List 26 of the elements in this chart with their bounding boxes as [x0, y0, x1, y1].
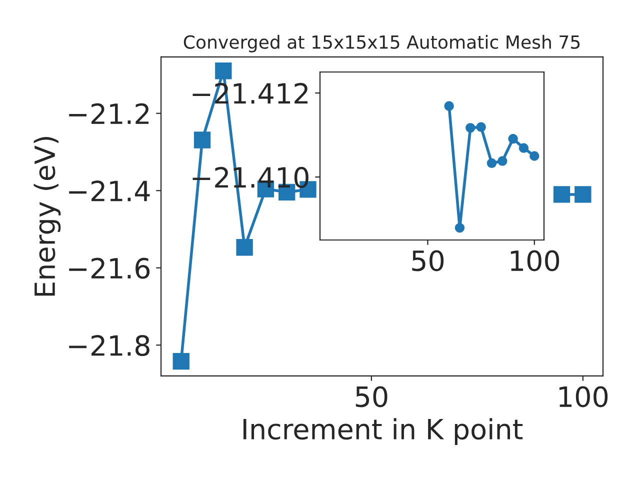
point [508, 134, 518, 144]
chart-title: Converged at 15x15x15 Automatic Mesh 75 [184, 34, 580, 52]
point [518, 143, 529, 153]
y-tick-label: −21.4 [69, 180, 150, 202]
point [498, 156, 508, 166]
point [574, 186, 592, 203]
y-tick-label: −21.8 [69, 335, 150, 356]
y-axis-title: Energy (eV) [34, 136, 61, 296]
x-tick-label: 100 [510, 250, 560, 272]
y-tick-label: −21.6 [69, 258, 150, 279]
point [553, 186, 570, 203]
x-tick-label: 50 [356, 386, 388, 408]
point [486, 158, 497, 168]
point [194, 132, 211, 148]
x-tick-label: 100 [559, 386, 608, 408]
point [454, 222, 465, 233]
x-axis-title: Increment in K point [244, 418, 523, 446]
y-tick-label: −21.2 [69, 103, 149, 124]
x-tick-label: 50 [412, 250, 444, 272]
point [530, 151, 540, 161]
point [172, 352, 190, 370]
point [476, 122, 486, 132]
point [236, 239, 253, 256]
point [215, 62, 232, 80]
point [466, 123, 476, 133]
point [444, 101, 454, 111]
